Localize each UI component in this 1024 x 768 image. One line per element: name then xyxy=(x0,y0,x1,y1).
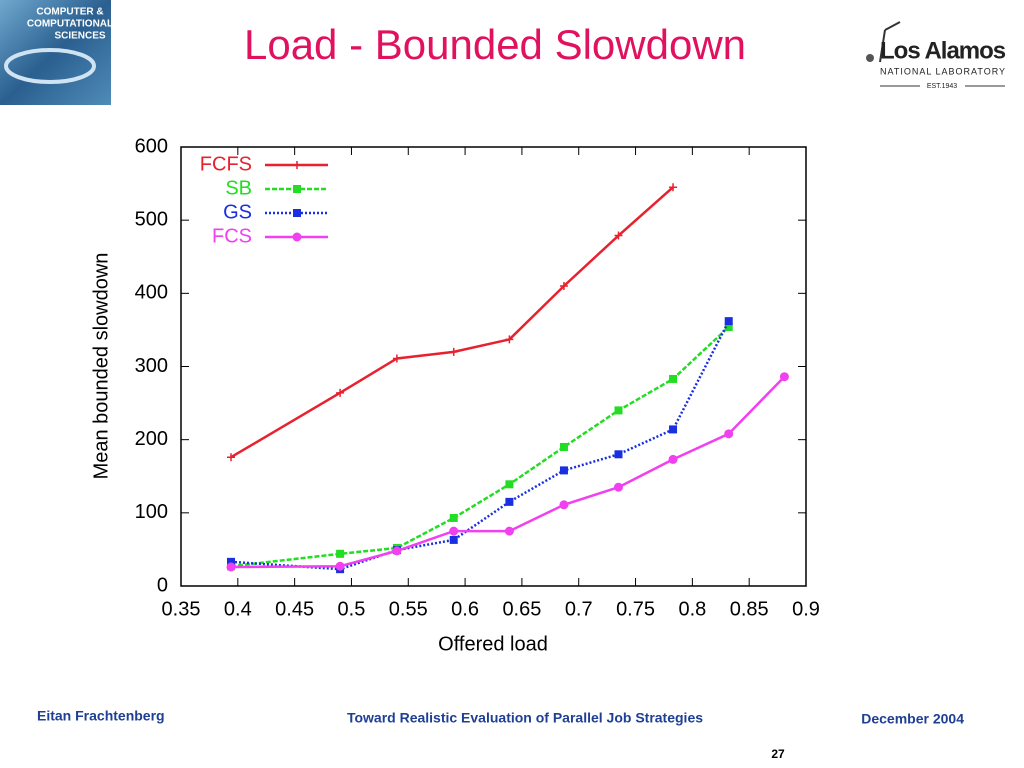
y-tick-label: 400 xyxy=(135,282,168,304)
marker xyxy=(559,466,568,475)
marker xyxy=(614,231,623,240)
marker xyxy=(227,453,235,462)
x-tick-label: 0.7 xyxy=(565,598,593,620)
marker xyxy=(724,429,734,439)
slide-title: Load - Bounded Slowdown xyxy=(244,21,746,68)
marker xyxy=(559,282,568,291)
logo-text: COMPUTATIONAL xyxy=(27,19,113,30)
x-tick-label: 0.8 xyxy=(678,598,706,620)
x-tick-label: 0.5 xyxy=(338,598,366,620)
x-tick-label: 0.45 xyxy=(275,598,314,620)
legend-marker xyxy=(293,209,301,217)
x-tick-label: 0.65 xyxy=(502,598,541,620)
footer-talk: Toward Realistic Evaluation of Parallel … xyxy=(347,710,703,726)
marker xyxy=(724,317,733,326)
marker xyxy=(779,372,789,382)
y-axis-label: Mean bounded slowdown xyxy=(90,253,112,480)
x-tick-label: 0.9 xyxy=(792,598,820,620)
x-axis-label: Offered load xyxy=(438,633,548,655)
footer-date: December 2004 xyxy=(861,711,964,727)
marker xyxy=(504,526,514,536)
marker xyxy=(559,442,568,451)
marker xyxy=(336,388,345,397)
marker xyxy=(669,425,678,434)
lanl-dot xyxy=(866,54,874,62)
x-tick-label: 0.35 xyxy=(162,598,201,620)
marker xyxy=(669,374,678,383)
y-tick-label: 200 xyxy=(135,428,168,450)
logo-box xyxy=(0,0,111,105)
legend-label: GS xyxy=(223,201,252,223)
marker xyxy=(724,322,733,331)
legend-marker xyxy=(292,232,302,242)
lanl-mark xyxy=(879,21,901,63)
marker xyxy=(505,480,514,489)
legend-label: FCS xyxy=(212,225,252,247)
y-tick-label: 300 xyxy=(135,355,168,377)
legend-label: SB xyxy=(225,177,252,199)
y-tick-label: 600 xyxy=(135,135,168,157)
x-tick-label: 0.4 xyxy=(224,598,252,620)
marker xyxy=(226,562,236,572)
marker xyxy=(669,183,678,192)
marker xyxy=(614,406,623,415)
y-tick-label: 100 xyxy=(135,501,168,523)
series-line xyxy=(230,186,674,459)
legend-label: FCFS xyxy=(200,153,252,175)
marker xyxy=(449,526,459,536)
marker xyxy=(392,354,401,363)
marker xyxy=(559,500,569,510)
logo-text: SCIENCES xyxy=(54,31,105,42)
marker xyxy=(614,482,623,492)
legend-marker xyxy=(293,185,301,193)
page-number: 27 xyxy=(771,747,785,761)
marker xyxy=(449,535,458,544)
marker xyxy=(336,549,345,558)
marker xyxy=(227,557,235,566)
marker xyxy=(449,513,458,522)
marker xyxy=(614,450,623,459)
marker xyxy=(335,561,345,571)
legend-marker xyxy=(293,161,301,169)
footer-author: Eitan Frachtenberg xyxy=(37,708,165,724)
lanl-name: Los Alamos xyxy=(880,37,1006,64)
series-line xyxy=(230,375,786,569)
y-tick-label: 500 xyxy=(135,208,168,230)
lanl-est: EST.1943 xyxy=(927,83,957,90)
logo-text: COMPUTER & xyxy=(36,7,103,18)
x-tick-label: 0.85 xyxy=(730,598,769,620)
marker xyxy=(505,497,514,506)
y-tick-label: 0 xyxy=(157,574,168,596)
series-line xyxy=(230,320,730,571)
marker xyxy=(668,454,678,464)
logo-swirl xyxy=(4,48,96,84)
marker xyxy=(392,546,402,556)
lanl-sub: NATIONAL LABORATORY xyxy=(880,66,1006,76)
x-tick-label: 0.6 xyxy=(451,598,479,620)
marker xyxy=(449,347,458,356)
marker xyxy=(505,335,514,344)
x-tick-label: 0.55 xyxy=(389,598,428,620)
x-tick-label: 0.75 xyxy=(616,598,655,620)
